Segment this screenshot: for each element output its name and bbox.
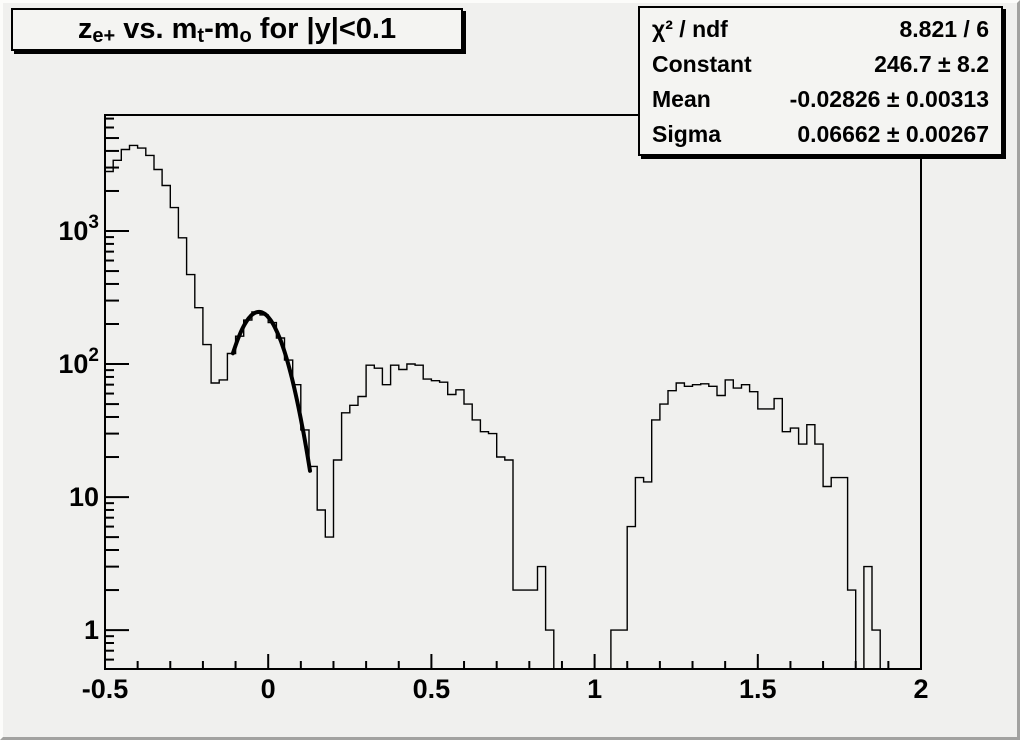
x-tick-label: 1.5 (739, 674, 777, 704)
x-tick-label: 2 (913, 674, 928, 704)
stats-row-mean: Mean -0.02826 ± 0.00313 (640, 82, 1001, 116)
stat-label: χ² / ndf (652, 15, 728, 42)
stat-label: Mean (652, 85, 711, 112)
y-tick-label: 102 (58, 345, 99, 379)
title-text: for |y|<0.1 (251, 13, 397, 45)
stat-value: 8.821 / 6 (899, 15, 989, 42)
fit-curve (230, 309, 312, 473)
title-text: -m (204, 13, 240, 45)
stat-label: Sigma (652, 120, 722, 147)
title-subscript: o (239, 25, 252, 47)
stat-value: 0.06662 ± 0.00267 (797, 120, 989, 147)
x-tick-label: 0 (261, 674, 276, 704)
plot-frame (104, 114, 922, 670)
plot-svg: -0.5 0 0.5 1 1.5 2 1 10 102 103 (58, 114, 929, 704)
y-tick-label: 1 (84, 615, 99, 645)
x-tick-label: 0.5 (413, 674, 451, 704)
x-tick-label: 1 (587, 674, 602, 704)
title-text: vs. m (115, 13, 198, 45)
stats-row-sigma: Sigma 0.06662 ± 0.00267 (640, 117, 1001, 151)
stats-row-chi2: χ² / ndf 8.821 / 6 (640, 12, 1001, 46)
stat-value: -0.02826 ± 0.00313 (789, 85, 989, 112)
title-subscript: e+ (92, 25, 116, 47)
stat-value: 246.7 ± 8.2 (874, 50, 989, 77)
title-text: z (77, 13, 93, 45)
y-tick-label: 103 (58, 212, 99, 246)
stat-label: Constant (652, 50, 752, 77)
histogram-line (105, 144, 921, 670)
y-tick-label: 10 (69, 482, 99, 512)
title-box: z e+ vs. m t -m o for |y|<0.1 (11, 8, 463, 51)
x-tick-label: -0.5 (82, 674, 129, 704)
stats-row-constant: Constant 246.7 ± 8.2 (640, 47, 1001, 81)
title-subscript: t (197, 25, 205, 47)
stats-box: χ² / ndf 8.821 / 6 Constant 246.7 ± 8.2 … (638, 6, 1003, 156)
